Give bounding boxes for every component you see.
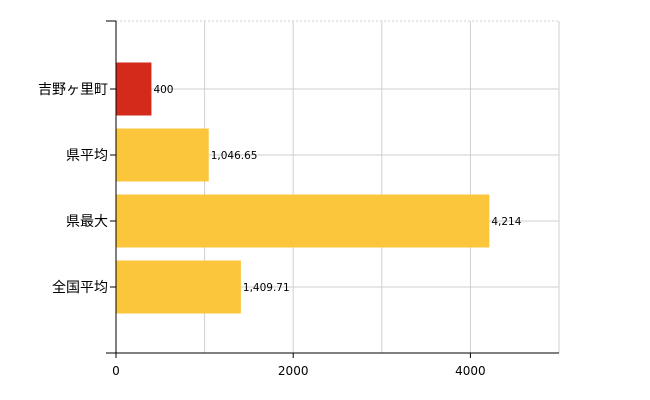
category-label-2: 県最大 xyxy=(66,214,108,230)
data-label-1: 1,046.65 xyxy=(211,150,258,162)
category-label-1: 県平均 xyxy=(66,148,108,164)
data-label-3: 1,409.71 xyxy=(243,282,290,294)
bar-2 xyxy=(116,194,490,248)
bar-3 xyxy=(116,260,241,314)
data-label-2: 4,214 xyxy=(491,216,521,228)
x-tick-label-2: 4000 xyxy=(455,364,486,378)
bar-0 xyxy=(116,62,152,116)
x-tick-label-0: 0 xyxy=(112,364,120,378)
x-tick-label-1: 2000 xyxy=(278,364,309,378)
category-label-0: 吉野ヶ里町 xyxy=(38,82,108,98)
data-label-0: 400 xyxy=(153,84,173,96)
bar-1 xyxy=(116,128,209,182)
category-label-3: 全国平均 xyxy=(52,279,108,296)
